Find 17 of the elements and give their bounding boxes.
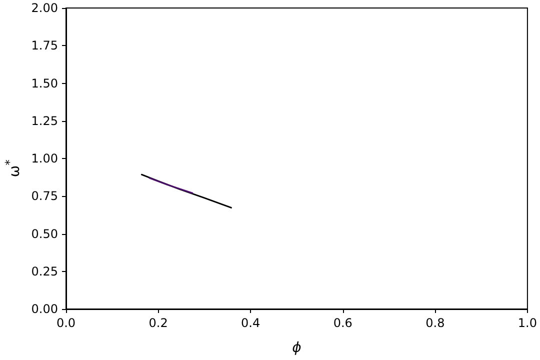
y-tick-label: 1.00: [31, 152, 58, 166]
y-tick-label: 0.00: [31, 302, 58, 316]
x-tick-label: 0.0: [56, 316, 76, 330]
x-axis-title: ϕ: [292, 340, 302, 356]
line-series: [140, 174, 232, 208]
y-tick-label: 0.25: [31, 264, 58, 278]
x-tick-label: 0.6: [333, 316, 352, 330]
y-tick-label: 0.50: [31, 226, 58, 241]
y-tick-label: 0.75: [31, 189, 58, 204]
y-tick-label: 2.00: [31, 1, 58, 15]
y-tick-label: 1.50: [31, 76, 58, 90]
x-tick-label: 0.2: [148, 316, 168, 330]
y-tick-label: 1.25: [31, 114, 58, 128]
x-tick-label: 1.0: [518, 316, 538, 330]
x-tick-label: 0.4: [241, 316, 260, 330]
y-tick-label: 1.75: [31, 38, 58, 53]
x-tick-label: 0.8: [426, 316, 445, 330]
